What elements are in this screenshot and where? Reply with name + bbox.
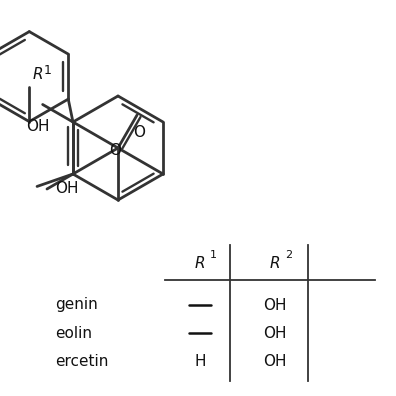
Text: R: R bbox=[32, 67, 43, 82]
Text: R: R bbox=[195, 255, 205, 270]
Text: ercetin: ercetin bbox=[55, 354, 109, 369]
Text: R: R bbox=[270, 255, 280, 270]
Text: OH: OH bbox=[263, 326, 287, 341]
Text: 2: 2 bbox=[285, 250, 292, 260]
Text: 1: 1 bbox=[210, 250, 217, 260]
Text: 1: 1 bbox=[43, 64, 51, 76]
Text: OH: OH bbox=[263, 297, 287, 312]
Text: O: O bbox=[109, 143, 121, 158]
Text: genin: genin bbox=[55, 297, 98, 312]
Text: eolin: eolin bbox=[55, 326, 92, 341]
Text: OH: OH bbox=[263, 354, 287, 369]
Text: OH: OH bbox=[26, 118, 50, 133]
Text: OH: OH bbox=[55, 181, 78, 196]
Text: H: H bbox=[194, 354, 206, 369]
Text: O: O bbox=[133, 125, 145, 140]
